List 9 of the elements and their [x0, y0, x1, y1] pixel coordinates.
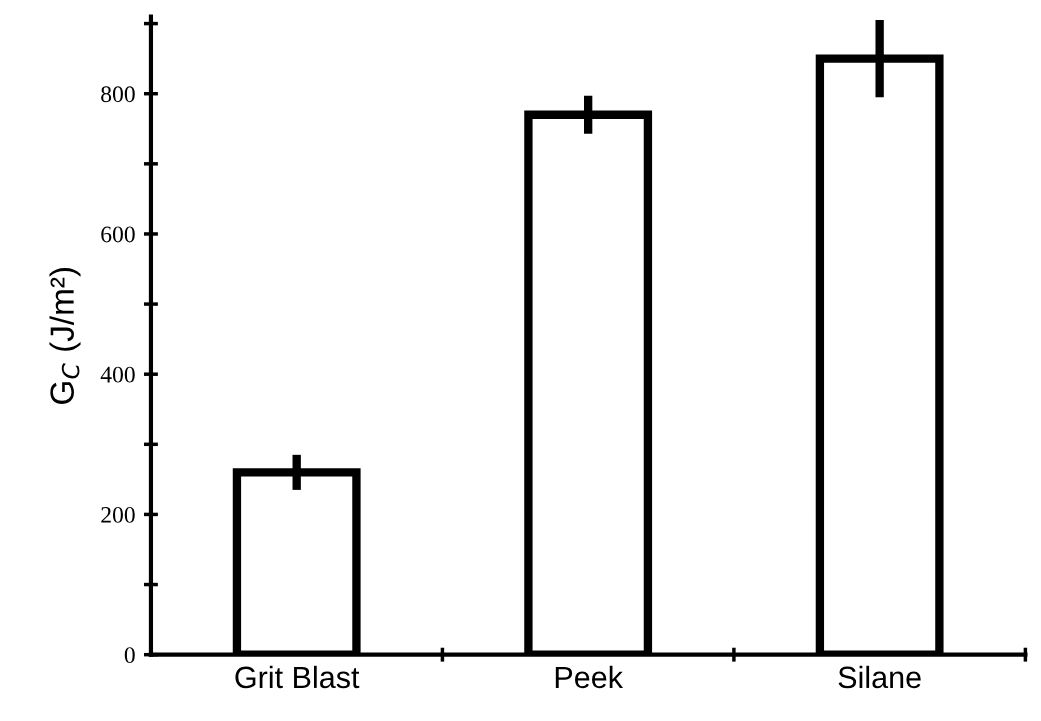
y-tick-label: 200 — [101, 506, 135, 523]
x-tick-label: Peek — [555, 665, 624, 689]
y-tick-label: 0 — [124, 647, 135, 664]
x-tick-label: Grit Blast — [235, 665, 360, 689]
y-tick-label: 400 — [100, 366, 135, 383]
x-tick-label: Silane — [838, 665, 921, 689]
y-axis-title: G$_{C}$ (J/m²) — [49, 267, 81, 404]
y-tick-label: 800 — [101, 86, 135, 103]
y-tick-label: 600 — [101, 226, 135, 243]
